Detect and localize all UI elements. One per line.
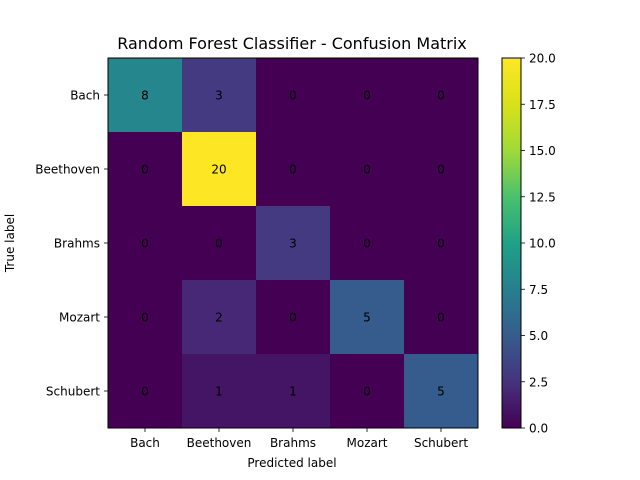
heatmap-cell — [182, 132, 257, 207]
cell-value-label: 20 — [211, 163, 226, 177]
cell-value-label: 0 — [141, 163, 149, 177]
y-tick-label: Beethoven — [35, 163, 100, 177]
heatmap-cell — [404, 132, 479, 207]
cell-value-label: 0 — [363, 89, 371, 103]
cell-value-label: 5 — [437, 385, 445, 399]
heatmap-cell — [404, 280, 479, 355]
heatmap-cells — [108, 58, 479, 429]
cell-value-label: 0 — [141, 385, 149, 399]
cell-value-label: 0 — [141, 311, 149, 325]
cell-value-label: 0 — [215, 237, 223, 251]
heatmap-cell — [256, 206, 331, 281]
x-tick-label: Beethoven — [187, 436, 252, 450]
cell-value-label: 0 — [437, 163, 445, 177]
colorbar-tick-label: 20.0 — [529, 52, 556, 66]
heatmap-cell — [404, 58, 479, 133]
colorbar-tick-label: 15.0 — [529, 144, 556, 158]
x-tick-label: Bach — [130, 436, 160, 450]
cell-value-label: 0 — [289, 89, 297, 103]
heatmap-cell — [108, 354, 183, 429]
heatmap-cell — [256, 280, 331, 355]
colorbar-tick-label: 2.5 — [529, 375, 548, 389]
cell-annotations: 8 3 0 0 00 20 0 0 00 0 3 0 00 2 0 5 00 1 1 0 5 — [141, 89, 445, 399]
heatmap-cell — [330, 206, 405, 281]
heatmap-cell — [182, 280, 257, 355]
cell-value-label: 1 — [215, 385, 223, 399]
cell-value-label: 3 — [289, 237, 297, 251]
heatmap-cell — [256, 58, 331, 133]
x-axis-ticks: Bach Beethoven Brahms Mozart Schubert — [130, 428, 468, 450]
heatmap-cell — [108, 132, 183, 207]
heatmap-cell — [404, 206, 479, 281]
heatmap-cell — [330, 58, 405, 133]
colorbar — [501, 57, 522, 429]
cell-value-label: 1 — [289, 385, 297, 399]
cell-value-label: 0 — [141, 237, 149, 251]
cell-value-label: 0 — [363, 385, 371, 399]
cell-value-label: 3 — [215, 89, 223, 103]
cell-value-label: 5 — [363, 311, 371, 325]
heatmap-cell — [108, 206, 183, 281]
heatmap-cell — [256, 354, 331, 429]
heatmap-cell — [256, 132, 331, 207]
heatmap-cell — [182, 354, 257, 429]
heatmap-cell — [182, 58, 257, 133]
heatmap-cell — [330, 280, 405, 355]
heatmap-cell — [182, 206, 257, 281]
colorbar-tick-label: 0.0 — [529, 422, 548, 436]
y-axis-label: True label — [3, 214, 17, 273]
y-axis-ticks: Bach Beethoven Brahms Mozart Schubert — [35, 89, 108, 399]
y-tick-label: Schubert — [46, 385, 100, 399]
y-tick-label: Mozart — [59, 311, 100, 325]
x-tick-label: Schubert — [414, 436, 468, 450]
cell-value-label: 0 — [363, 163, 371, 177]
colorbar-tick-label: 12.5 — [529, 190, 556, 204]
y-tick-label: Bach — [70, 89, 100, 103]
cell-value-label: 0 — [363, 237, 371, 251]
colorbar-tick-label: 10.0 — [529, 237, 556, 251]
colorbar-ticks: 0.0 2.5 5.0 7.5 10.0 12.5 15.0 17.5 20.0 — [521, 52, 556, 436]
cell-value-label: 0 — [289, 163, 297, 177]
colorbar-tick-label: 7.5 — [529, 283, 548, 297]
heatmap-cell — [108, 280, 183, 355]
cell-value-label: 0 — [437, 311, 445, 325]
cell-value-label: 0 — [437, 89, 445, 103]
cell-value-label: 2 — [215, 311, 223, 325]
heatmap-cell — [404, 354, 479, 429]
colorbar-tick-label: 17.5 — [529, 98, 556, 112]
x-axis-label: Predicted label — [247, 456, 336, 470]
cell-value-label: 0 — [289, 311, 297, 325]
heatmap-cell — [330, 354, 405, 429]
cell-value-label: 0 — [437, 237, 445, 251]
cell-value-label: 8 — [141, 89, 149, 103]
x-tick-label: Mozart — [347, 436, 388, 450]
x-tick-label: Brahms — [270, 436, 316, 450]
y-tick-label: Brahms — [54, 237, 100, 251]
heatmap-cell — [330, 132, 405, 207]
colorbar-tick-label: 5.0 — [529, 329, 548, 343]
heatmap-cell — [108, 58, 183, 133]
chart-title: Random Forest Classifier - Confusion Mat… — [117, 34, 467, 53]
